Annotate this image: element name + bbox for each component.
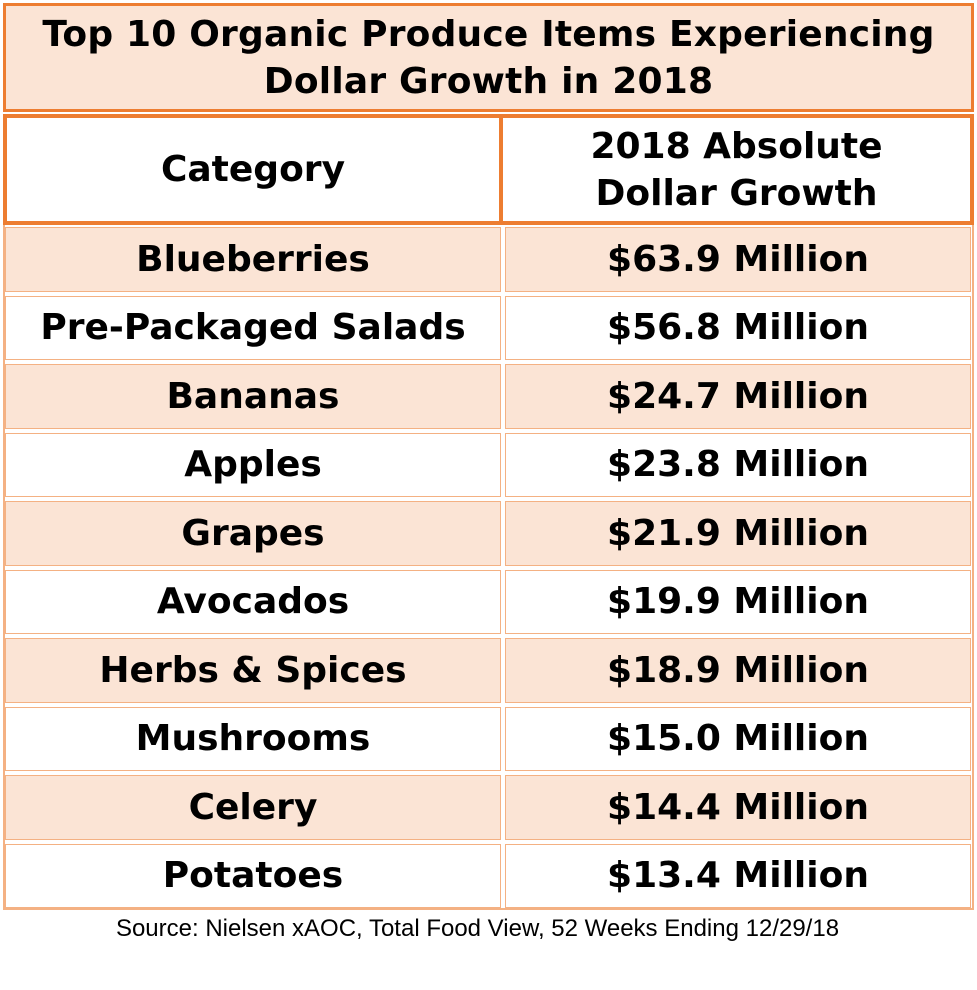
growth-cell: $63.9 Million [505, 227, 971, 292]
category-cell: Apples [5, 432, 501, 497]
table-row: Grapes $21.9 Million [3, 499, 974, 568]
growth-cell: $21.9 Million [505, 501, 971, 566]
column-header-growth: 2018 Absolute Dollar Growth [503, 118, 970, 221]
table-row: Apples $23.8 Million [3, 431, 974, 500]
table-row: Potatoes $13.4 Million [3, 842, 974, 911]
growth-cell: $24.7 Million [505, 364, 971, 429]
table-row: Pre-Packaged Salads $56.8 Million [3, 294, 974, 363]
category-cell: Celery [5, 775, 501, 840]
table-title: Top 10 Organic Produce Items Experiencin… [3, 3, 974, 112]
source-note: Source: Nielsen xAOC, Total Food View, 5… [115, 915, 840, 942]
table-row: Celery $14.4 Million [3, 773, 974, 842]
category-cell: Potatoes [5, 843, 501, 908]
category-cell: Herbs & Spices [5, 638, 501, 703]
table-row: Blueberries $63.9 Million [3, 225, 974, 294]
table-row: Herbs & Spices $18.9 Million [3, 636, 974, 705]
growth-cell: $15.0 Million [505, 706, 971, 771]
growth-cell: $56.8 Million [505, 295, 971, 360]
category-cell: Grapes [5, 501, 501, 566]
table-row: Avocados $19.9 Million [3, 568, 974, 637]
category-cell: Avocados [5, 569, 501, 634]
header-row: Category 2018 Absolute Dollar Growth [3, 114, 974, 225]
table-row: Bananas $24.7 Million [3, 362, 974, 431]
growth-table: Top 10 Organic Produce Items Experiencin… [3, 3, 974, 910]
growth-cell: $19.9 Million [505, 569, 971, 634]
column-header-growth-line-1: 2018 Absolute [590, 125, 883, 167]
category-cell: Blueberries [5, 227, 501, 292]
table-title-line-1: Top 10 Organic Produce Items Experiencin… [42, 13, 935, 55]
table-body: Blueberries $63.9 Million Pre-Packaged Sal… [3, 225, 974, 910]
growth-cell: $18.9 Million [505, 638, 971, 703]
category-cell: Pre-Packaged Salads [5, 295, 501, 360]
growth-cell: $13.4 Million [505, 843, 971, 908]
column-header-growth-line-2: Dollar Growth [595, 172, 878, 214]
table-row: Mushrooms $15.0 Million [3, 705, 974, 774]
category-cell: Mushrooms [5, 706, 501, 771]
column-header-category: Category [7, 118, 503, 221]
category-cell: Bananas [5, 364, 501, 429]
growth-cell: $23.8 Million [505, 432, 971, 497]
table-title-line-2: Dollar Growth in 2018 [263, 60, 714, 102]
growth-cell: $14.4 Million [505, 775, 971, 840]
